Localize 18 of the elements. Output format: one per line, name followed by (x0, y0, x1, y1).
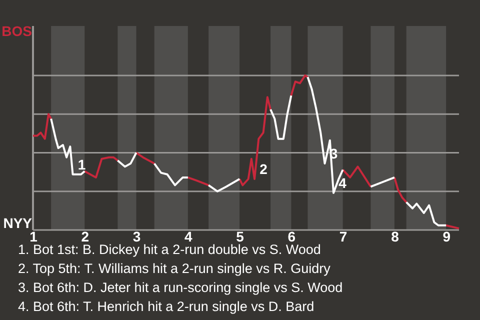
x-tick-label: 6 (288, 228, 296, 244)
annotation: 2 (260, 161, 268, 177)
x-tick-label: 8 (391, 228, 400, 244)
x-tick-label: 5 (236, 228, 244, 244)
x-tick-label: 4 (184, 228, 193, 244)
text: 3. Bot 6th: D. Jeter hit a run-scoring single vs S. Wood (18, 280, 343, 295)
x-tick-label: 1 (30, 228, 38, 244)
text: BOS (2, 23, 32, 39)
text: NYY (3, 215, 33, 231)
x-tick-label: 3 (132, 228, 141, 244)
text: 2. Top 5th: T. Williams hit a 2-run single vs R. Guidry (18, 261, 331, 276)
x-tick-label: 2 (81, 228, 90, 244)
text: 4. Bot 6th: T. Henrich hit a 2-run single vs D. Bard (18, 299, 314, 314)
x-tick-label: 7 (339, 228, 348, 244)
x-tick-label: 9 (442, 228, 451, 244)
annotation: 4 (338, 174, 347, 191)
text: 1. Bot 1st: B. Dickey hit a 2-run double vs S. Wood (18, 242, 321, 257)
annotation: 1 (78, 156, 86, 172)
